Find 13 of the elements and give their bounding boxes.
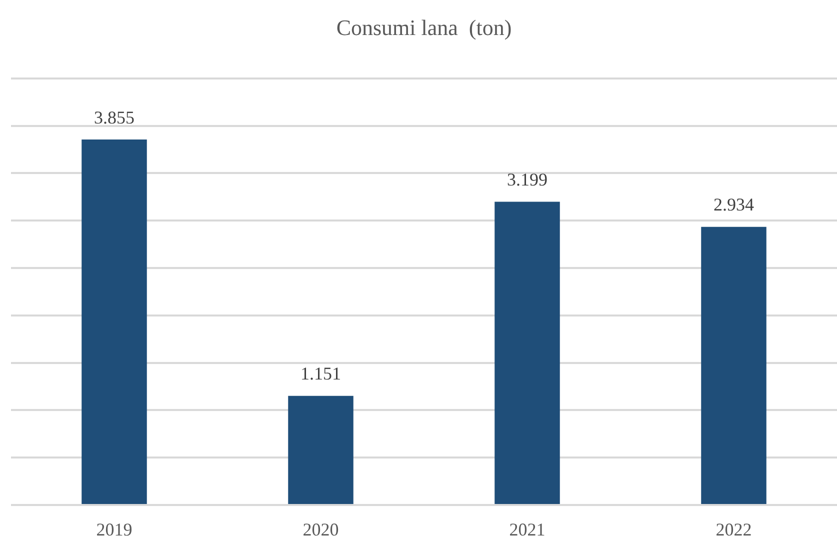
bar [701,226,766,504]
x-tick-label: 2020 [302,520,339,540]
bar [494,202,560,504]
chart-title: Consumi lana (ton) [336,14,512,40]
data-label: 2.934 [714,194,754,215]
x-tick-label: 2021 [509,520,546,540]
x-tick-label: 2022 [716,520,752,540]
data-label: 3.855 [94,107,134,128]
bar [82,140,147,504]
bar [288,396,354,504]
data-label: 1.151 [300,364,341,384]
x-tick-label: 2019 [96,520,132,540]
data-label: 3.199 [507,169,548,190]
